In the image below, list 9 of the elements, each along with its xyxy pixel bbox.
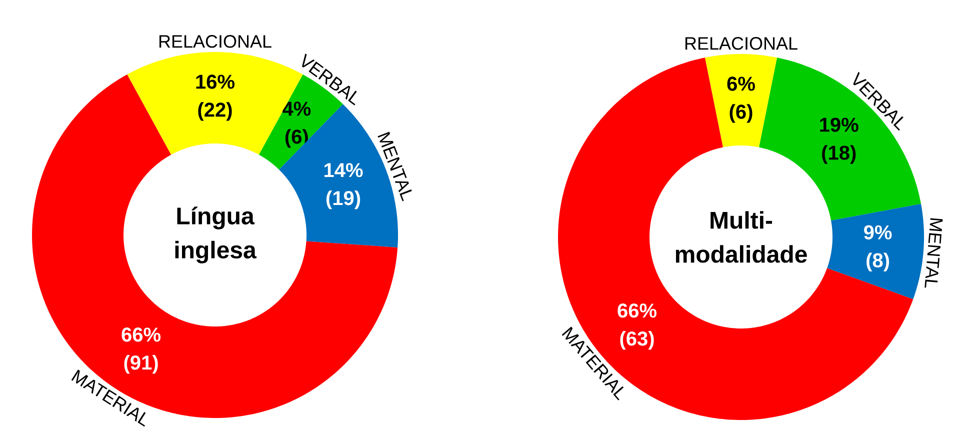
data-label: 6% (6) [727, 76, 755, 123]
text: Multi-modalidade [676, 211, 807, 263]
slice-label: MENTAL [924, 218, 943, 288]
slice-label: RELACIONAL [159, 35, 272, 48]
data-label: 14% (19) [324, 163, 363, 210]
text: Língua inglesa [175, 206, 257, 264]
data-label: 9% (8) [864, 225, 892, 272]
data-label: 16% (22) [196, 74, 234, 121]
slice-label: RELACIONAL [685, 37, 798, 50]
